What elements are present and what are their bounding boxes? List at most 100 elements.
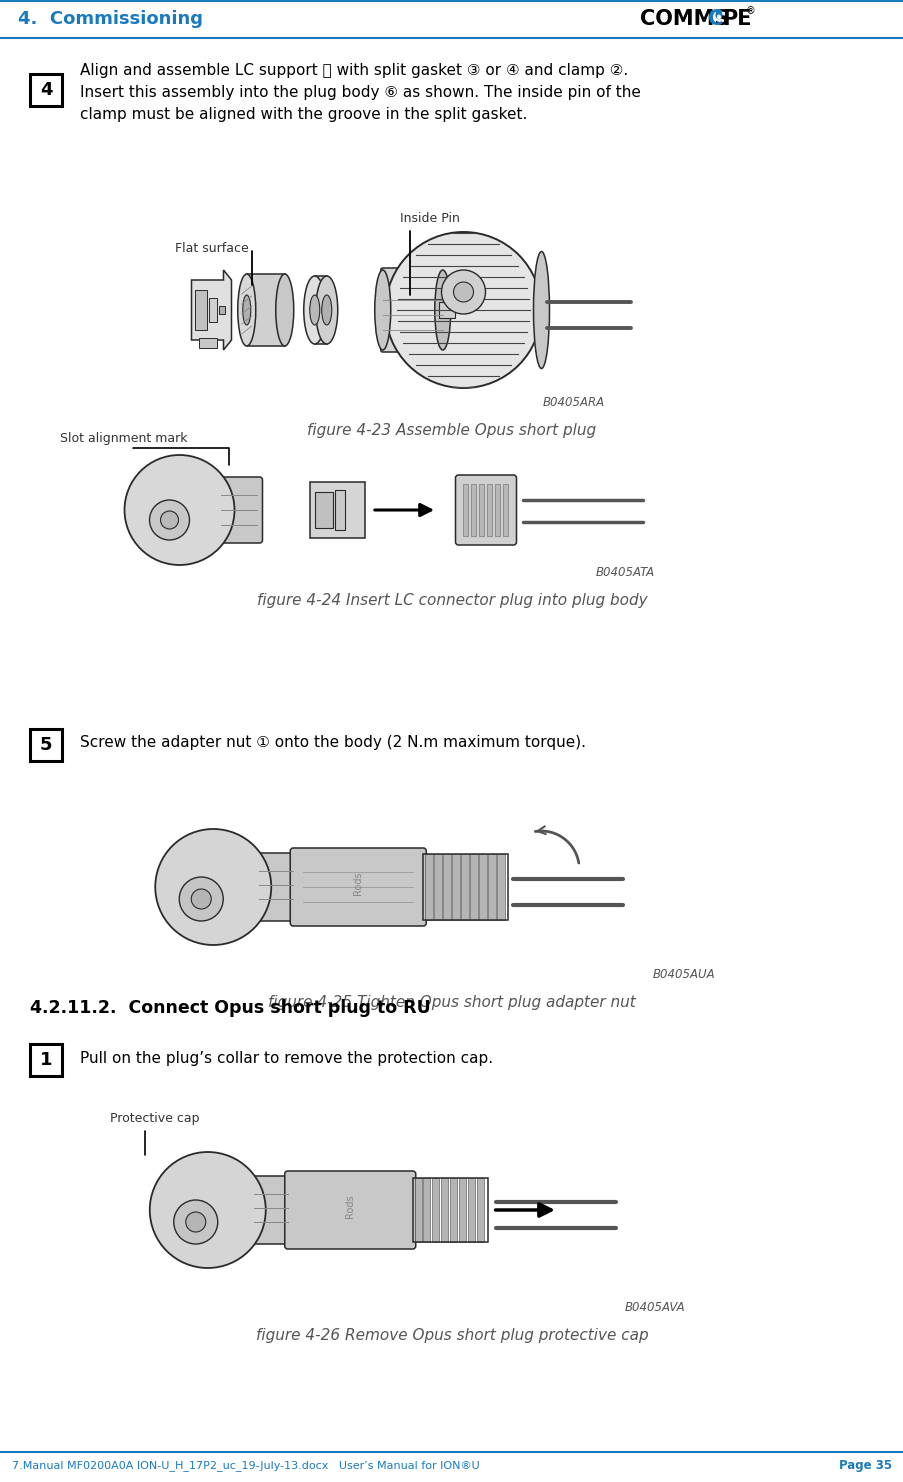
Circle shape <box>453 282 473 302</box>
Text: Page 35: Page 35 <box>838 1460 891 1473</box>
Bar <box>209 298 218 322</box>
Ellipse shape <box>315 276 338 344</box>
Bar <box>335 491 345 531</box>
Bar <box>30 1043 62 1076</box>
Bar <box>30 729 62 760</box>
Circle shape <box>173 1200 218 1243</box>
Bar <box>438 302 454 319</box>
FancyBboxPatch shape <box>380 268 444 353</box>
Text: figure 4-26 Remove Opus short plug protective cap: figure 4-26 Remove Opus short plug prote… <box>256 1328 647 1343</box>
Bar <box>479 854 487 920</box>
Bar <box>471 485 476 536</box>
Bar <box>432 1178 438 1242</box>
Text: clamp must be aligned with the groove in the split gasket.: clamp must be aligned with the groove in… <box>79 107 526 122</box>
Bar <box>247 274 284 345</box>
Bar <box>314 276 326 344</box>
Text: PE: PE <box>721 9 750 30</box>
Bar <box>470 854 478 920</box>
Circle shape <box>155 828 271 946</box>
Bar <box>195 290 208 330</box>
Ellipse shape <box>275 274 293 345</box>
Text: B0405ATA: B0405ATA <box>595 566 655 579</box>
FancyBboxPatch shape <box>216 477 262 542</box>
Text: Pull on the plug’s collar to remove the protection cap.: Pull on the plug’s collar to remove the … <box>79 1051 492 1066</box>
Text: B0405AVA: B0405AVA <box>624 1301 684 1315</box>
Text: C: C <box>707 9 722 30</box>
Text: 4.2.11.2.  Connect Opus short plug to RU: 4.2.11.2. Connect Opus short plug to RU <box>30 999 430 1017</box>
Bar <box>452 854 460 920</box>
Ellipse shape <box>714 10 721 19</box>
Bar <box>441 1178 447 1242</box>
Ellipse shape <box>716 15 721 19</box>
Text: 4: 4 <box>40 82 52 99</box>
Circle shape <box>385 233 541 388</box>
Circle shape <box>125 455 234 565</box>
Ellipse shape <box>533 252 549 369</box>
FancyBboxPatch shape <box>290 848 426 926</box>
Bar <box>495 485 500 536</box>
Circle shape <box>150 1152 265 1269</box>
Bar <box>414 1178 422 1242</box>
Ellipse shape <box>243 295 250 325</box>
Bar <box>503 485 507 536</box>
Bar <box>310 482 365 538</box>
Bar <box>30 74 62 107</box>
Text: B0405AUA: B0405AUA <box>652 968 714 981</box>
FancyBboxPatch shape <box>284 1171 415 1249</box>
Bar <box>442 854 451 920</box>
Circle shape <box>441 270 485 314</box>
Text: Protective cap: Protective cap <box>110 1112 200 1156</box>
Ellipse shape <box>303 276 325 344</box>
Bar <box>461 854 469 920</box>
Bar <box>476 1178 483 1242</box>
Bar <box>433 854 442 920</box>
Text: 5: 5 <box>40 737 52 754</box>
FancyBboxPatch shape <box>249 1177 292 1243</box>
Bar <box>423 854 507 920</box>
Bar <box>463 485 468 536</box>
FancyBboxPatch shape <box>255 854 297 920</box>
Bar <box>458 1178 465 1242</box>
Ellipse shape <box>237 274 256 345</box>
Bar <box>413 1178 488 1242</box>
Circle shape <box>191 889 211 908</box>
FancyBboxPatch shape <box>455 476 516 545</box>
Bar <box>450 1178 456 1242</box>
Bar <box>424 854 433 920</box>
Text: Rods: Rods <box>345 1194 355 1218</box>
Text: figure 4-25 Tighten Opus short plug adapter nut: figure 4-25 Tighten Opus short plug adap… <box>268 994 635 1011</box>
Bar <box>497 854 505 920</box>
Bar <box>423 1178 429 1242</box>
Bar <box>487 485 492 536</box>
Bar <box>488 854 496 920</box>
Bar <box>479 485 484 536</box>
Circle shape <box>161 511 178 529</box>
Bar <box>314 492 332 528</box>
Text: Align and assemble LC support ⓔ with split gasket ③ or ④ and clamp ②.: Align and assemble LC support ⓔ with spl… <box>79 64 628 79</box>
Ellipse shape <box>321 295 331 325</box>
Circle shape <box>179 877 223 920</box>
Text: ®: ® <box>745 6 755 16</box>
Text: 7.Manual MF0200A0A ION-U_H_17P2_uc_19-July-13.docx   User’s Manual for ION®U: 7.Manual MF0200A0A ION-U_H_17P2_uc_19-Ju… <box>12 1461 479 1472</box>
Ellipse shape <box>434 270 451 350</box>
Text: B0405ARA: B0405ARA <box>543 396 604 409</box>
Text: Insert this assembly into the plug body ⑥ as shown. The inside pin of the: Insert this assembly into the plug body … <box>79 84 640 99</box>
Text: Inside Pin: Inside Pin <box>399 212 460 295</box>
Text: figure 4-23 Assemble Opus short plug: figure 4-23 Assemble Opus short plug <box>307 422 596 439</box>
Text: Screw the adapter nut ① onto the body (2 N.m maximum torque).: Screw the adapter nut ① onto the body (2… <box>79 735 585 750</box>
Polygon shape <box>191 270 231 350</box>
Text: Slot alignment mark: Slot alignment mark <box>60 431 187 445</box>
Ellipse shape <box>310 295 320 325</box>
Text: 1: 1 <box>40 1051 52 1069</box>
Circle shape <box>185 1212 206 1232</box>
Text: COMMS: COMMS <box>639 9 729 30</box>
Text: Flat surface: Flat surface <box>175 242 252 285</box>
Bar <box>219 305 225 314</box>
Ellipse shape <box>375 270 390 350</box>
Text: Rods: Rods <box>353 871 363 895</box>
Bar <box>467 1178 474 1242</box>
Text: figure 4-24 Insert LC connector plug into plug body: figure 4-24 Insert LC connector plug int… <box>256 593 647 608</box>
Circle shape <box>149 499 190 539</box>
Bar <box>200 338 218 348</box>
Text: 4.  Commissioning: 4. Commissioning <box>18 10 203 28</box>
